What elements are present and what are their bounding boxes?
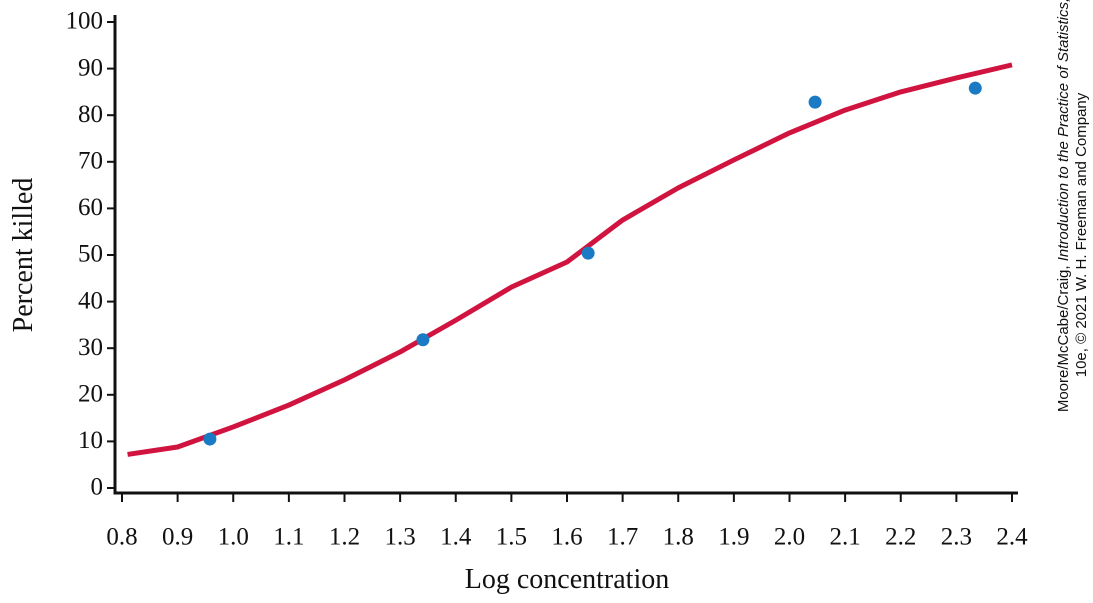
x-tick-label: 2.0 bbox=[774, 524, 805, 551]
data-point bbox=[416, 333, 430, 347]
credit-book: Introduction to the Practice of Statisti… bbox=[1055, 0, 1072, 261]
x-tick-label: 1.2 bbox=[329, 524, 360, 551]
x-axis-title: Log concentration bbox=[465, 564, 669, 595]
y-tick-label: 20 bbox=[78, 381, 103, 408]
credit-line: 10e, © 2021 W. H. Freeman and Company bbox=[1073, 92, 1090, 377]
data-point bbox=[203, 432, 217, 446]
x-tick-label: 1.9 bbox=[718, 524, 749, 551]
x-tick-label: 2.1 bbox=[830, 524, 861, 551]
y-tick-label: 50 bbox=[78, 241, 103, 268]
y-tick-label: 80 bbox=[78, 101, 103, 128]
y-tick-label: 30 bbox=[78, 334, 103, 361]
fitted-curve bbox=[127, 62, 1013, 457]
data-point bbox=[581, 246, 595, 260]
x-tick-label: 1.3 bbox=[385, 524, 416, 551]
x-tick-label: 1.7 bbox=[607, 524, 638, 551]
y-tick-label: 70 bbox=[78, 148, 103, 175]
y-tick-label: 0 bbox=[91, 474, 104, 501]
x-tick-label: 2.3 bbox=[941, 524, 972, 551]
x-tick-label: 0.9 bbox=[162, 524, 193, 551]
x-tick-label: 1.4 bbox=[440, 524, 472, 551]
x-tick-label: 1.5 bbox=[496, 524, 527, 551]
y-tick-label: 60 bbox=[78, 194, 103, 221]
y-tick-label: 100 bbox=[66, 8, 104, 35]
x-tick-label: 1.0 bbox=[218, 524, 249, 551]
x-tick-label: 1.8 bbox=[663, 524, 694, 551]
y-tick-label: 90 bbox=[78, 54, 103, 81]
x-tick-label: 1.6 bbox=[551, 524, 582, 551]
y-axis-title: Percent killed bbox=[8, 178, 39, 333]
x-tick-label: 1.1 bbox=[273, 524, 304, 551]
credit-authors: Moore/McCabe/Craig, bbox=[1055, 261, 1072, 412]
x-tick-label: 2.4 bbox=[996, 524, 1028, 551]
y-tick-label: 40 bbox=[78, 287, 103, 314]
credit-line: Moore/McCabe/Craig, Introduction to the … bbox=[1055, 0, 1072, 412]
y-tick-label: 10 bbox=[78, 427, 103, 454]
data-point bbox=[968, 81, 982, 95]
x-tick-label: 2.2 bbox=[885, 524, 916, 551]
x-tick-label: 0.8 bbox=[106, 524, 137, 551]
data-point bbox=[808, 95, 822, 109]
